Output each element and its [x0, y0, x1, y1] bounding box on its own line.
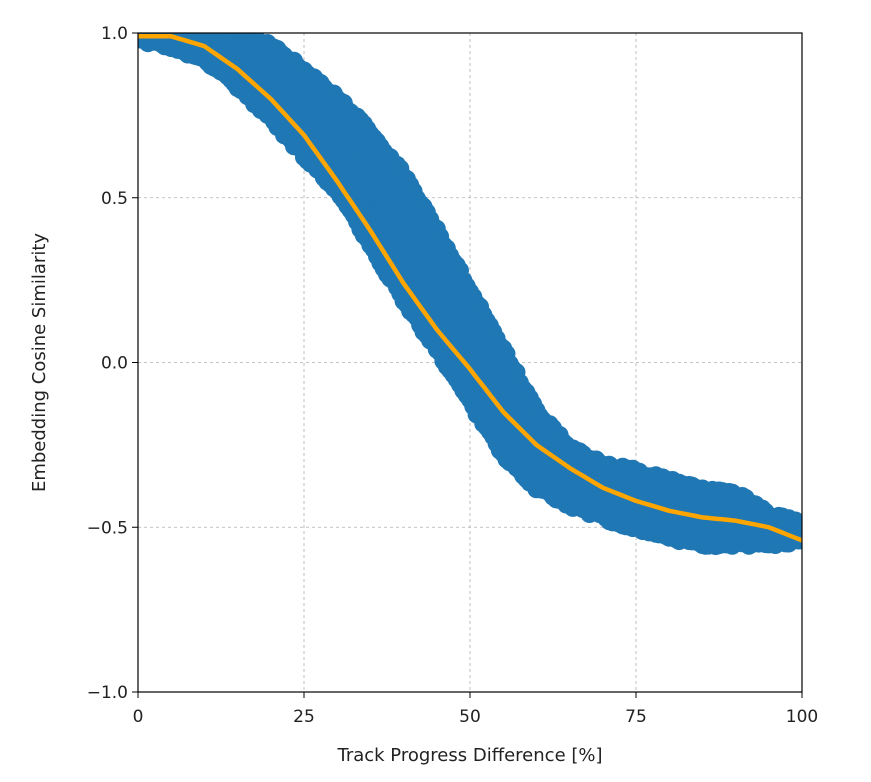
x-axis-label: Track Progress Difference [%]	[336, 745, 602, 766]
fit-line	[138, 34, 802, 543]
y-tick-label: −0.5	[87, 518, 128, 538]
y-tick-label: 1.0	[101, 24, 128, 44]
y-axis-label: Embedding Cosine Similarity	[29, 233, 50, 492]
x-tick-label: 50	[459, 707, 481, 727]
y-tick-label: −1.0	[87, 683, 128, 703]
x-tick-label: 100	[786, 707, 818, 727]
scatter-point	[793, 516, 802, 535]
x-tick-label: 25	[293, 707, 315, 727]
y-tick-label: 0.5	[101, 189, 128, 209]
x-tick-label: 75	[625, 707, 647, 727]
fit-line-layer	[138, 34, 802, 543]
y-tick-label: 0.0	[101, 354, 128, 374]
ticks-layer: 0 25 50 75 100 −1.0 −0.5 0.0 0.5 1.0	[87, 24, 819, 727]
x-tick-label: 0	[133, 707, 144, 727]
